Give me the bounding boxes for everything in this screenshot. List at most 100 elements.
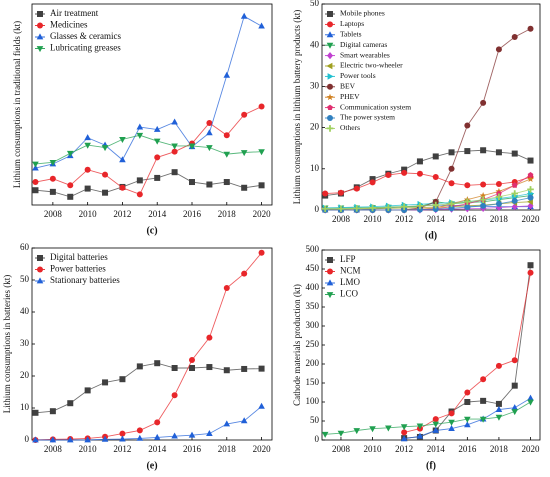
marker bbox=[369, 179, 376, 186]
marker bbox=[432, 153, 439, 160]
marker bbox=[241, 111, 248, 118]
marker bbox=[32, 436, 39, 443]
marker bbox=[101, 145, 109, 152]
marker bbox=[432, 426, 440, 433]
legend-label: Mobile phones bbox=[340, 9, 385, 18]
marker bbox=[49, 188, 56, 195]
legend-marker bbox=[327, 52, 333, 60]
x-tick-label: 2012 bbox=[395, 214, 413, 224]
marker bbox=[119, 136, 126, 143]
marker bbox=[136, 363, 143, 370]
marker bbox=[67, 182, 74, 189]
marker bbox=[119, 156, 126, 163]
marker bbox=[432, 416, 439, 423]
marker bbox=[385, 425, 392, 432]
y-tick-label: 10 bbox=[20, 402, 30, 412]
marker bbox=[84, 166, 91, 173]
marker bbox=[511, 150, 518, 157]
legend-label: Power tools bbox=[340, 71, 376, 80]
marker bbox=[49, 436, 57, 443]
marker bbox=[136, 132, 144, 139]
marker bbox=[32, 187, 39, 194]
y-tick-label: 60 bbox=[20, 242, 30, 252]
marker bbox=[136, 123, 144, 130]
x-tick-label: 2012 bbox=[113, 209, 131, 219]
x-tick-label: 2014 bbox=[148, 209, 167, 219]
marker bbox=[464, 204, 471, 211]
marker bbox=[32, 409, 39, 416]
marker bbox=[171, 432, 178, 439]
marker bbox=[84, 134, 91, 141]
x-tick-label: 2008 bbox=[332, 444, 351, 454]
marker bbox=[206, 119, 213, 126]
y-tick-label: 30 bbox=[20, 338, 30, 348]
legend-label: Digital cameras bbox=[340, 40, 387, 49]
marker bbox=[432, 206, 439, 213]
legend-marker bbox=[36, 33, 44, 40]
marker bbox=[119, 435, 126, 442]
marker bbox=[511, 404, 519, 411]
marker bbox=[188, 143, 196, 150]
legend-label: BEV bbox=[340, 82, 356, 91]
marker bbox=[171, 392, 178, 399]
marker bbox=[479, 196, 487, 203]
legend-label: Tablets bbox=[340, 30, 362, 39]
marker bbox=[527, 25, 534, 32]
marker bbox=[464, 399, 471, 405]
marker bbox=[258, 22, 265, 29]
marker bbox=[496, 190, 502, 196]
plot-frame bbox=[31, 3, 273, 206]
caption: (d) bbox=[425, 230, 437, 241]
legend-marker bbox=[36, 46, 44, 53]
marker bbox=[448, 419, 455, 426]
x-tick-label: 2018 bbox=[490, 444, 509, 454]
y-axis-label: Lithium consumptions in traditional fiel… bbox=[12, 21, 22, 188]
marker bbox=[511, 190, 519, 197]
y-tick-label: 500 bbox=[306, 244, 320, 254]
x-tick-label: 2008 bbox=[44, 444, 63, 454]
legend-label: Electric two-wheeler bbox=[340, 61, 403, 70]
marker bbox=[154, 360, 161, 367]
x-tick-label: 2010 bbox=[79, 444, 98, 454]
marker bbox=[464, 148, 471, 155]
marker bbox=[171, 148, 178, 155]
legend-marker bbox=[326, 279, 334, 286]
marker bbox=[102, 171, 109, 178]
marker bbox=[369, 176, 376, 183]
marker bbox=[223, 132, 230, 139]
legend-marker bbox=[327, 73, 334, 80]
marker bbox=[495, 200, 502, 207]
marker bbox=[206, 181, 213, 188]
legend-marker bbox=[327, 104, 333, 111]
marker bbox=[258, 103, 265, 110]
marker bbox=[154, 174, 161, 181]
legend-label: Laptops bbox=[340, 19, 364, 28]
marker bbox=[119, 376, 126, 383]
marker bbox=[353, 428, 361, 435]
marker bbox=[337, 189, 344, 196]
marker bbox=[464, 416, 471, 423]
marker bbox=[511, 197, 518, 204]
marker bbox=[464, 122, 471, 129]
marker bbox=[369, 426, 376, 433]
marker bbox=[223, 151, 231, 158]
marker bbox=[527, 171, 534, 178]
marker bbox=[223, 285, 230, 291]
marker bbox=[416, 423, 424, 430]
marker bbox=[206, 145, 213, 152]
marker bbox=[464, 421, 471, 428]
caption: (c) bbox=[146, 225, 157, 236]
marker bbox=[495, 406, 503, 412]
marker bbox=[171, 143, 178, 150]
marker bbox=[432, 421, 440, 428]
marker bbox=[223, 367, 230, 374]
y-tick-label: 400 bbox=[306, 282, 320, 292]
caption: (f) bbox=[426, 460, 436, 471]
marker bbox=[258, 402, 265, 409]
marker bbox=[67, 193, 74, 200]
marker bbox=[527, 157, 534, 164]
legend-marker bbox=[326, 93, 334, 101]
legend-label: Smart wearables bbox=[340, 50, 390, 59]
marker bbox=[464, 182, 471, 189]
legend-marker bbox=[326, 292, 334, 299]
